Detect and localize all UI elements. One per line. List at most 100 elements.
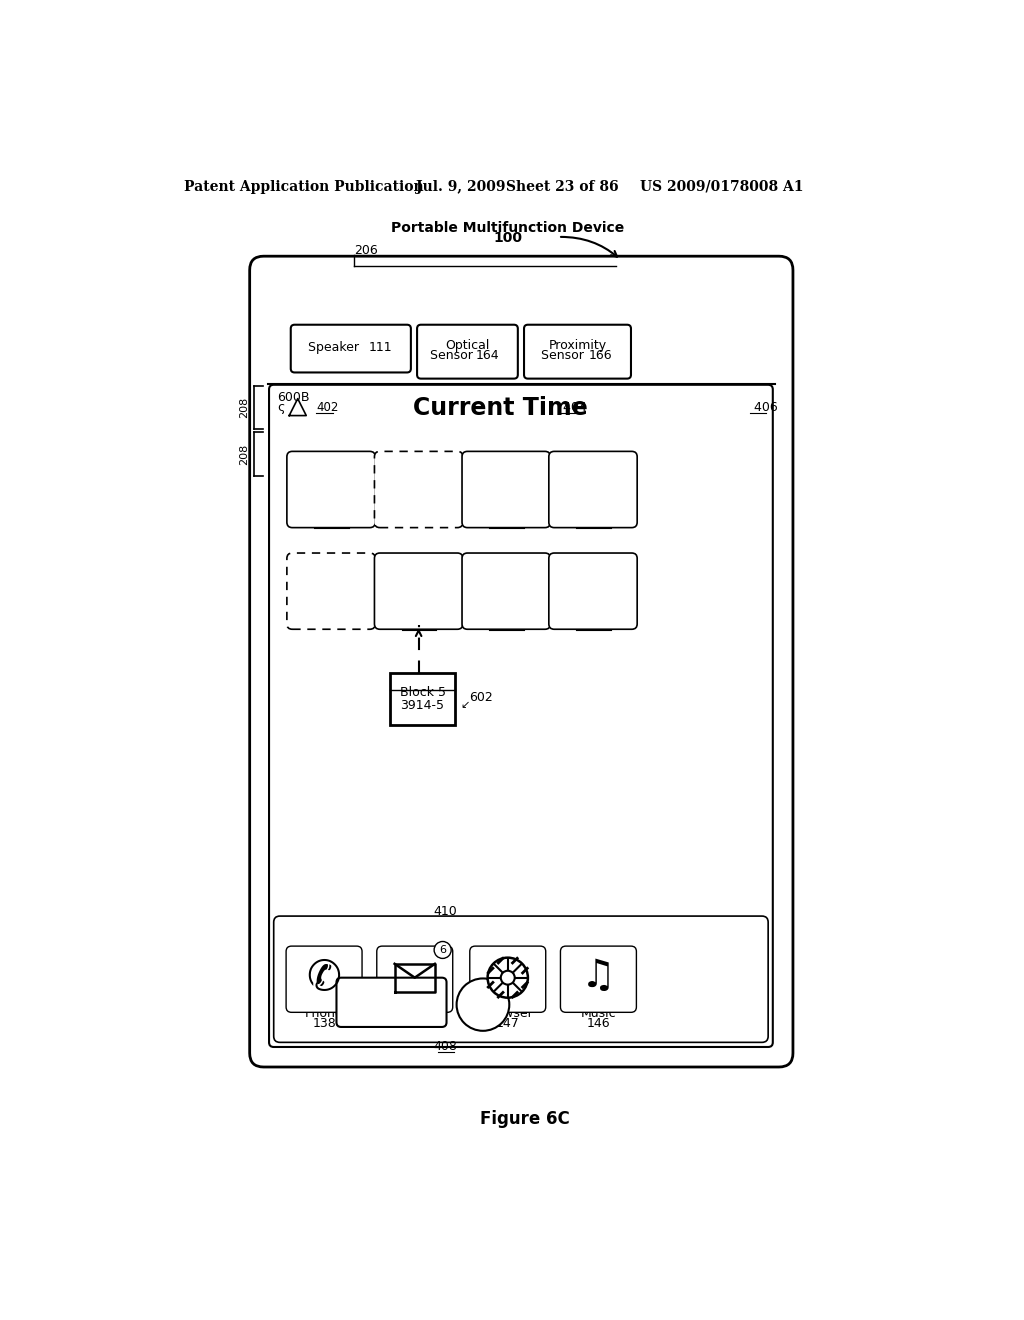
FancyBboxPatch shape [287, 553, 375, 630]
Text: 410: 410 [434, 906, 458, 917]
Text: 602: 602 [469, 690, 494, 704]
Text: 164: 164 [476, 348, 500, 362]
Text: 113: 113 [379, 999, 404, 1012]
Text: 604-1: 604-1 [400, 479, 436, 492]
Circle shape [434, 941, 452, 958]
FancyBboxPatch shape [549, 553, 637, 630]
Text: Proximity: Proximity [549, 339, 606, 352]
FancyBboxPatch shape [286, 946, 362, 1012]
Text: Created: Created [482, 583, 529, 597]
Text: ς: ς [278, 400, 285, 413]
Text: Widget: Widget [485, 610, 527, 622]
Text: Home: Home [464, 986, 503, 999]
Text: Mail: Mail [402, 1007, 427, 1019]
Text: 3914-5: 3914-5 [400, 698, 444, 711]
Text: Created: Created [482, 482, 529, 495]
Text: 404: 404 [559, 401, 587, 414]
Text: Widget: Widget [572, 610, 613, 622]
FancyBboxPatch shape [287, 451, 375, 528]
Text: Sensor: Sensor [430, 348, 477, 362]
Text: 112: 112 [744, 1014, 768, 1027]
Text: User-: User- [315, 473, 346, 486]
Text: 149-6-5: 149-6-5 [483, 619, 529, 631]
Text: 140: 140 [402, 1016, 427, 1030]
Bar [741, 405, 744, 411]
FancyBboxPatch shape [462, 553, 550, 630]
Text: Microphone: Microphone [352, 989, 430, 1001]
Text: 402: 402 [316, 401, 339, 414]
Text: Sensor: Sensor [541, 348, 588, 362]
Text: User-: User- [403, 574, 434, 587]
FancyBboxPatch shape [250, 256, 793, 1067]
FancyBboxPatch shape [337, 978, 446, 1027]
Bar [717, 401, 741, 414]
Text: 149-6-6: 149-6-6 [570, 619, 616, 631]
Text: 149-6-2: 149-6-2 [483, 517, 529, 529]
Text: Created: Created [395, 583, 442, 597]
Text: Touch Screen: Touch Screen [656, 1014, 744, 1027]
FancyBboxPatch shape [549, 451, 637, 528]
Text: Current Time: Current Time [413, 396, 588, 420]
FancyBboxPatch shape [273, 916, 768, 1043]
Text: Widget 4: Widget 4 [392, 593, 445, 606]
Text: Sheet 23 of 86: Sheet 23 of 86 [506, 180, 618, 194]
Text: 208: 208 [240, 444, 249, 465]
Text: Speaker: Speaker [308, 342, 364, 354]
Bar [718, 401, 729, 414]
Text: Jul. 9, 2009: Jul. 9, 2009 [417, 180, 506, 194]
Text: Block 5: Block 5 [399, 686, 445, 700]
Text: Widget 1: Widget 1 [304, 491, 357, 504]
Text: Phone: Phone [305, 1007, 343, 1019]
Text: ♫: ♫ [581, 957, 615, 995]
Text: Widget 6: Widget 6 [566, 593, 620, 606]
Text: 149-6-1: 149-6-1 [308, 517, 354, 529]
Text: US 2009/0178008 A1: US 2009/0178008 A1 [640, 180, 803, 194]
Text: 149-6-4: 149-6-4 [395, 619, 441, 631]
FancyBboxPatch shape [291, 325, 411, 372]
Text: Created: Created [569, 583, 616, 597]
Text: ↙: ↙ [460, 700, 469, 710]
Text: Optical: Optical [445, 339, 489, 352]
Text: ✆: ✆ [306, 957, 342, 999]
Text: 208: 208 [240, 396, 249, 417]
Text: User-: User- [490, 473, 521, 486]
Text: 600B: 600B [276, 391, 309, 404]
Text: User-: User- [578, 473, 608, 486]
FancyBboxPatch shape [377, 946, 453, 1012]
Text: 146: 146 [587, 1016, 610, 1030]
FancyBboxPatch shape [269, 385, 773, 1047]
Text: 204: 204 [470, 998, 496, 1010]
Text: Figure 6C: Figure 6C [480, 1110, 569, 1129]
Text: Widget: Widget [572, 508, 613, 520]
Text: Widget 5: Widget 5 [480, 593, 532, 606]
Circle shape [457, 978, 509, 1031]
Text: User-: User- [490, 574, 521, 587]
Circle shape [501, 970, 515, 985]
Text: Music: Music [581, 1007, 616, 1019]
Text: Portable Multifunction Device: Portable Multifunction Device [391, 220, 625, 235]
Text: 147: 147 [496, 1016, 519, 1030]
Bar [389, 673, 456, 725]
Text: Browser: Browser [482, 1007, 534, 1019]
Text: Widget 2: Widget 2 [479, 491, 532, 504]
Text: 149-6-3: 149-6-3 [570, 517, 616, 529]
Text: Created: Created [569, 482, 616, 495]
FancyBboxPatch shape [524, 325, 631, 379]
Text: 111: 111 [369, 342, 392, 354]
Text: 100: 100 [494, 231, 522, 246]
Text: 138: 138 [312, 1016, 336, 1030]
Text: Widget: Widget [397, 610, 439, 622]
Circle shape [487, 958, 528, 998]
FancyBboxPatch shape [560, 946, 636, 1012]
Text: Widget 3: Widget 3 [566, 491, 620, 504]
Text: 408: 408 [434, 1040, 458, 1053]
Text: Patent Application Publication: Patent Application Publication [183, 180, 424, 194]
Text: 604-2: 604-2 [313, 581, 349, 594]
FancyBboxPatch shape [470, 946, 546, 1012]
Text: 406: 406 [750, 401, 777, 414]
Text: User-: User- [578, 574, 608, 587]
FancyBboxPatch shape [462, 451, 550, 528]
Text: 206: 206 [354, 244, 378, 257]
FancyBboxPatch shape [375, 553, 463, 630]
Text: 166: 166 [589, 348, 612, 362]
